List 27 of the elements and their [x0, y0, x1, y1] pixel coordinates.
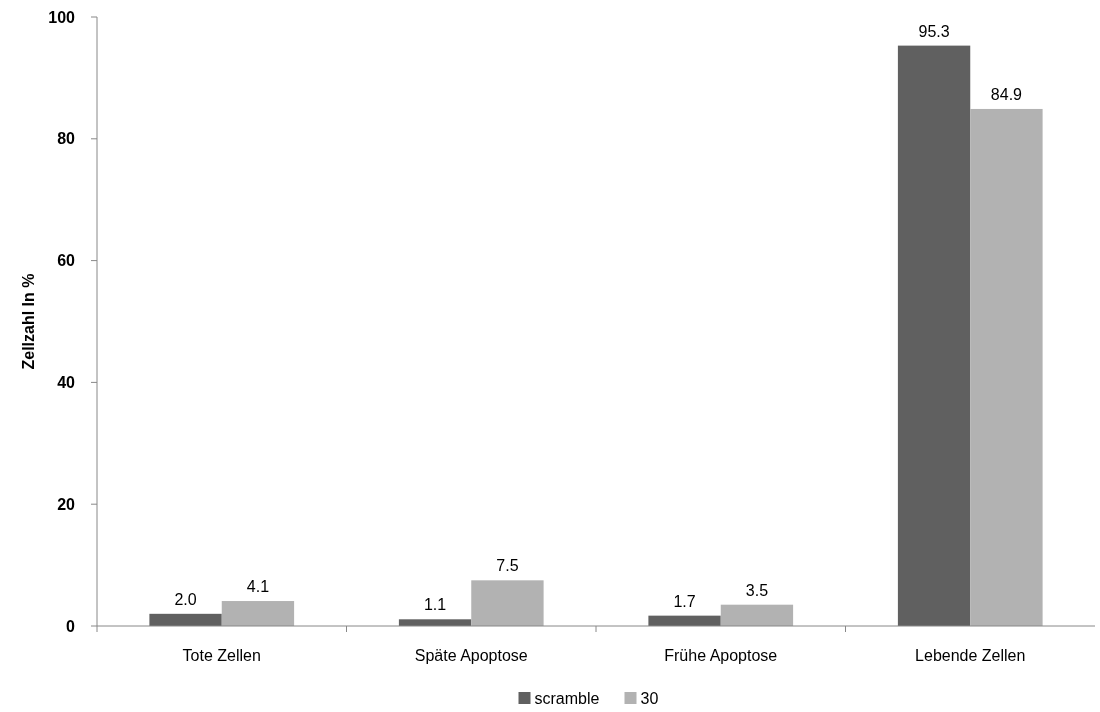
bar: [897, 45, 971, 626]
data-label: 95.3: [918, 22, 950, 40]
bar: [720, 604, 794, 626]
data-label: 2.0: [174, 590, 197, 608]
bar: [221, 601, 295, 626]
data-label: 3.5: [745, 581, 769, 599]
y-tick-label: 80: [57, 130, 76, 148]
data-label: 84.9: [990, 85, 1023, 103]
legend-label: 30: [640, 690, 659, 707]
x-tick-label: Späte Apoptose: [414, 647, 528, 664]
data-label: 7.5: [496, 557, 519, 575]
x-tick-label: Lebende Zellen: [915, 647, 1026, 664]
x-tick-label: Tote Zellen: [182, 647, 261, 664]
data-label: 4.1: [246, 578, 270, 596]
x-tick-label: Frühe Apoptose: [664, 647, 778, 664]
data-label: 1.1: [423, 596, 447, 614]
y-tick-label: 0: [66, 617, 76, 635]
y-tick-label: 40: [57, 374, 76, 391]
bar: [970, 108, 1043, 626]
y-tick-label: 60: [57, 252, 76, 270]
y-axis-title: Zellzahl In %: [20, 273, 37, 370]
y-tick-label: 20: [57, 495, 76, 513]
bar: [471, 580, 544, 626]
y-tick-label: 100: [48, 8, 76, 26]
legend-label: scramble: [534, 690, 600, 707]
data-label: 1.7: [673, 592, 696, 610]
bar: [149, 613, 222, 626]
